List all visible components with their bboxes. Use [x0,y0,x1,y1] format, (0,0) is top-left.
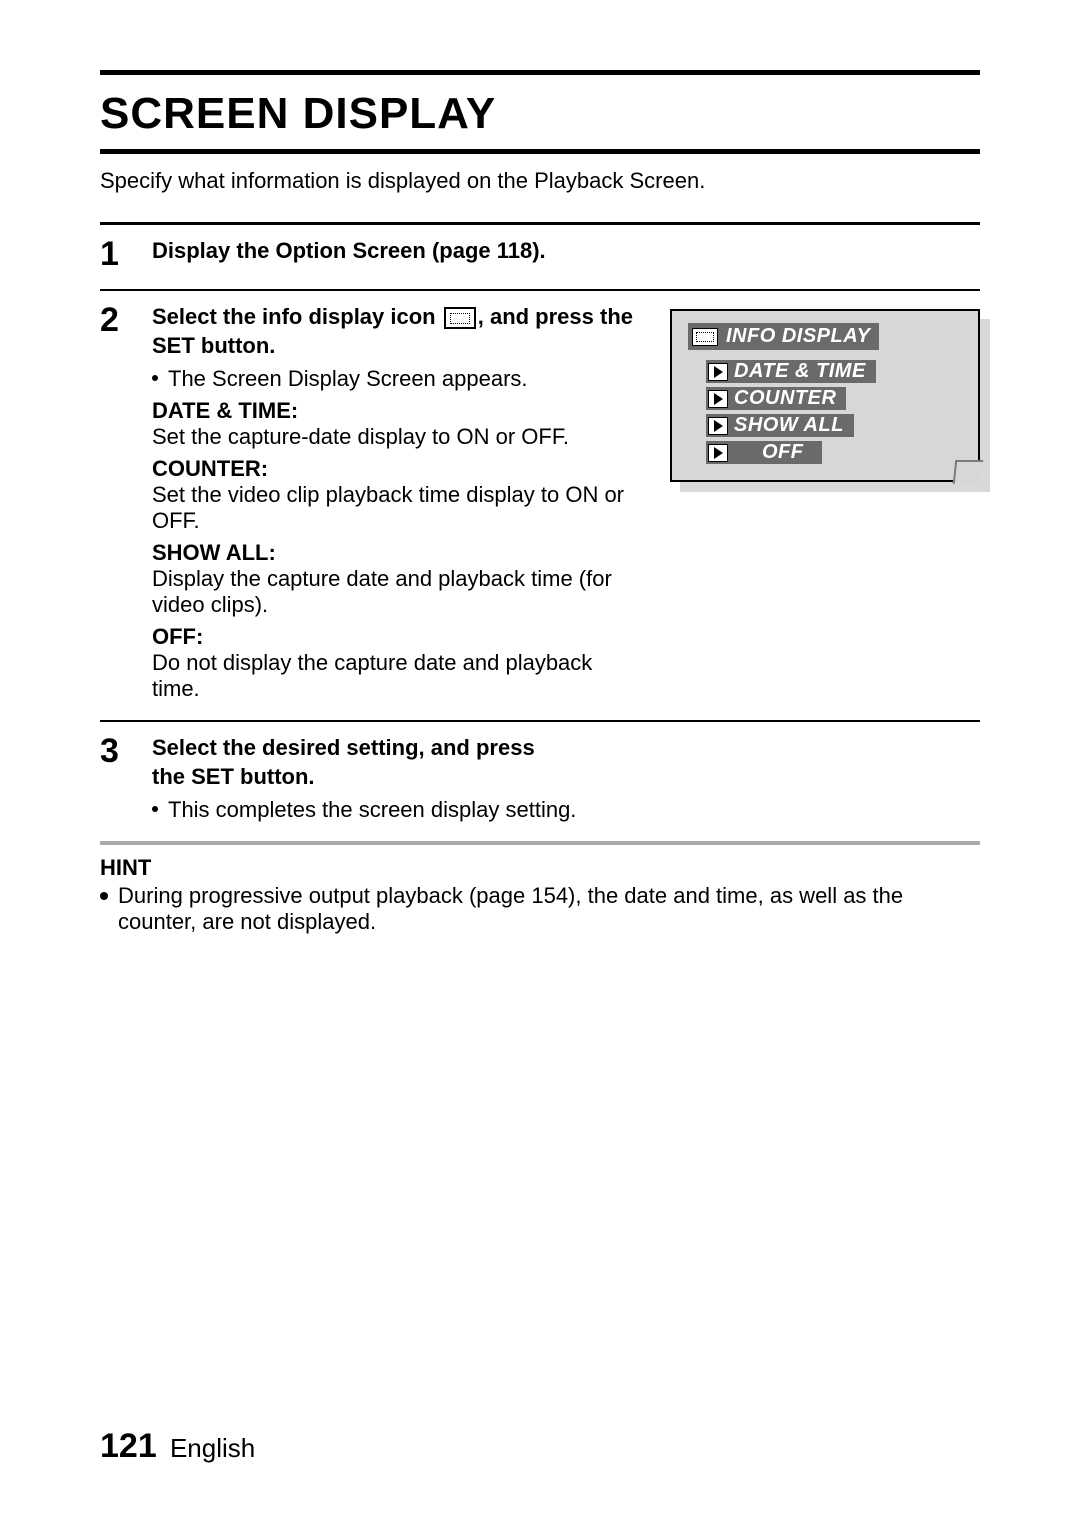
def-show-all-term: SHOW ALL: [152,540,646,566]
play-icon [708,417,728,435]
rule-step3-top [100,720,980,722]
rule-title-under [100,149,980,154]
step-1-number: 1 [100,237,134,271]
step-2-heading-before: Select the info display icon [152,304,442,329]
figure-title-text: INFO DISPLAY [726,325,871,348]
option-off: OFF [706,441,822,464]
option-counter: COUNTER [706,387,846,410]
def-show-all-desc: Display the capture date and playback ti… [152,566,646,618]
hint-text: During progressive output playback (page… [118,883,980,935]
step-3-bullet-text: This completes the screen display settin… [168,797,576,823]
rule-hint-top [100,841,980,845]
step-3-number: 3 [100,734,134,823]
def-off-term: OFF: [152,624,646,650]
figure-title-bar: INFO DISPLAY [688,323,879,350]
option-date-time-label: DATE & TIME [734,360,866,383]
step-3-heading: Select the desired setting, and press th… [152,734,572,791]
def-counter-desc: Set the video clip playback time display… [152,482,646,534]
step-3: 3 Select the desired setting, and press … [100,734,980,823]
step-2-number: 2 [100,303,134,702]
def-date-time-term: DATE & TIME: [152,398,646,424]
bullet-dot-icon [152,806,158,812]
step-2-bullet-text: The Screen Display Screen appears. [168,366,528,392]
page-footer: 121 English [100,1427,255,1466]
step-2-heading: Select the info display icon , and press… [152,303,646,360]
bullet-dot-icon [152,375,158,381]
def-counter-term: COUNTER: [152,456,646,482]
page-number: 121 [100,1427,157,1465]
def-date-time-desc: Set the capture-date display to ON or OF… [152,424,646,450]
bullet-dot-icon [100,892,108,900]
option-show-all: SHOW ALL [706,414,854,437]
option-date-time: DATE & TIME [706,360,876,383]
page-title: SCREEN DISPLAY [100,89,980,139]
play-icon [708,444,728,462]
option-show-all-label: SHOW ALL [734,414,844,437]
step-1-heading: Display the Option Screen (page 118). [152,237,980,266]
info-display-icon [444,307,476,329]
manual-page: SCREEN DISPLAY Specify what information … [0,0,1080,1526]
page-fold-icon [953,460,984,484]
info-display-figure: INFO DISPLAY DATE & TIME [670,309,980,482]
step-1: 1 Display the Option Screen (page 118). [100,237,980,271]
step-2: 2 Select the info display icon , and pre… [100,303,980,702]
figure-options: DATE & TIME COUNTER SHOW ALL [688,360,962,464]
play-icon [708,390,728,408]
option-off-label: OFF [734,441,804,464]
intro-text: Specify what information is displayed on… [100,168,980,194]
definitions-list: DATE & TIME: Set the capture-date displa… [152,398,646,702]
page-language: English [170,1433,255,1463]
hint-title: HINT [100,855,980,881]
info-icon [692,328,718,346]
hint-bullet: During progressive output playback (page… [100,883,980,935]
option-counter-label: COUNTER [734,387,836,410]
step-2-bullet: The Screen Display Screen appears. [152,366,646,392]
rule-step2-top [100,289,980,291]
step-3-bullet: This completes the screen display settin… [152,797,980,823]
play-icon [708,363,728,381]
rule-step1-top [100,222,980,225]
rule-top-outer [100,70,980,75]
def-off-desc: Do not display the capture date and play… [152,650,646,702]
